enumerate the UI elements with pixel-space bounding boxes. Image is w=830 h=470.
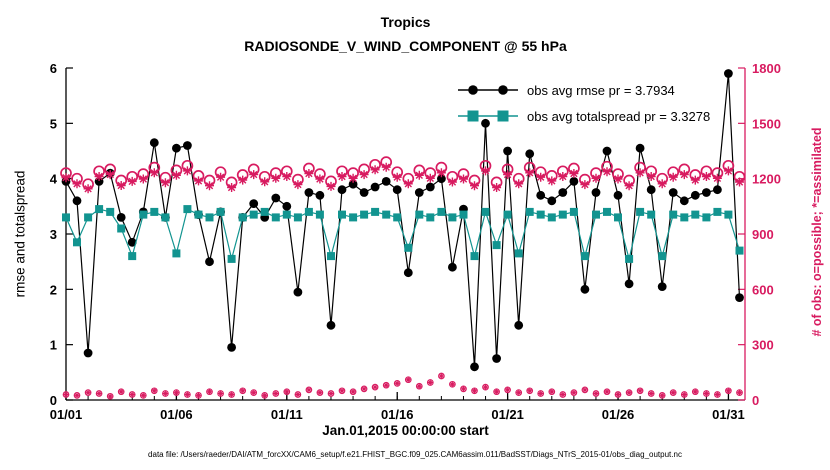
legend-sample-totalspread-line-icon (458, 110, 518, 122)
legend-label-rmse: obs avg rmse pr = 3.7934 (527, 82, 675, 98)
chart-title-variable: RADIOSONDE_V_WIND_COMPONENT @ 55 hPa (244, 38, 567, 54)
right-y-axis-label: # of obs: o=possible; *=assimilated (810, 127, 824, 337)
svg-text:0: 0 (752, 393, 759, 408)
left-y-axis-label: rmse and totalspread (12, 170, 28, 298)
legend-entry-rmse: obs avg rmse pr = 3.7934 (457, 77, 710, 103)
svg-text:2: 2 (50, 282, 57, 297)
legend: obs avg rmse pr = 3.7934 obs avg totalsp… (457, 77, 710, 129)
svg-text:1800: 1800 (752, 61, 781, 76)
svg-text:900: 900 (752, 227, 774, 242)
svg-text:01/31: 01/31 (712, 407, 745, 422)
svg-text:4: 4 (50, 172, 58, 187)
svg-text:3: 3 (50, 227, 57, 242)
svg-text:300: 300 (752, 338, 774, 353)
legend-label-totalspread: obs avg totalspread pr = 3.3278 (527, 108, 711, 124)
svg-text:6: 6 (50, 61, 57, 76)
svg-text:01/01: 01/01 (50, 407, 83, 422)
svg-text:600: 600 (752, 282, 774, 297)
svg-text:1500: 1500 (752, 116, 781, 131)
svg-text:01/26: 01/26 (602, 407, 635, 422)
svg-text:01/16: 01/16 (381, 407, 414, 422)
svg-text:01/06: 01/06 (160, 407, 193, 422)
legend-sample-rmse-line-icon (458, 85, 518, 95)
chart-title-region: Tropics (380, 14, 431, 30)
data-file-caption: data file: /Users/raeder/DAI/ATM_forcXX/… (148, 450, 682, 459)
legend-entry-totalspread: obs avg totalspread pr = 3.3278 (457, 103, 710, 129)
svg-text:01/21: 01/21 (491, 407, 524, 422)
svg-text:5: 5 (50, 116, 57, 131)
svg-text:1: 1 (50, 338, 57, 353)
svg-text:1200: 1200 (752, 172, 781, 187)
svg-text:01/11: 01/11 (271, 407, 303, 422)
svg-text:0: 0 (50, 393, 57, 408)
x-axis-label: Jan.01,2015 00:00:00 start (322, 423, 489, 438)
